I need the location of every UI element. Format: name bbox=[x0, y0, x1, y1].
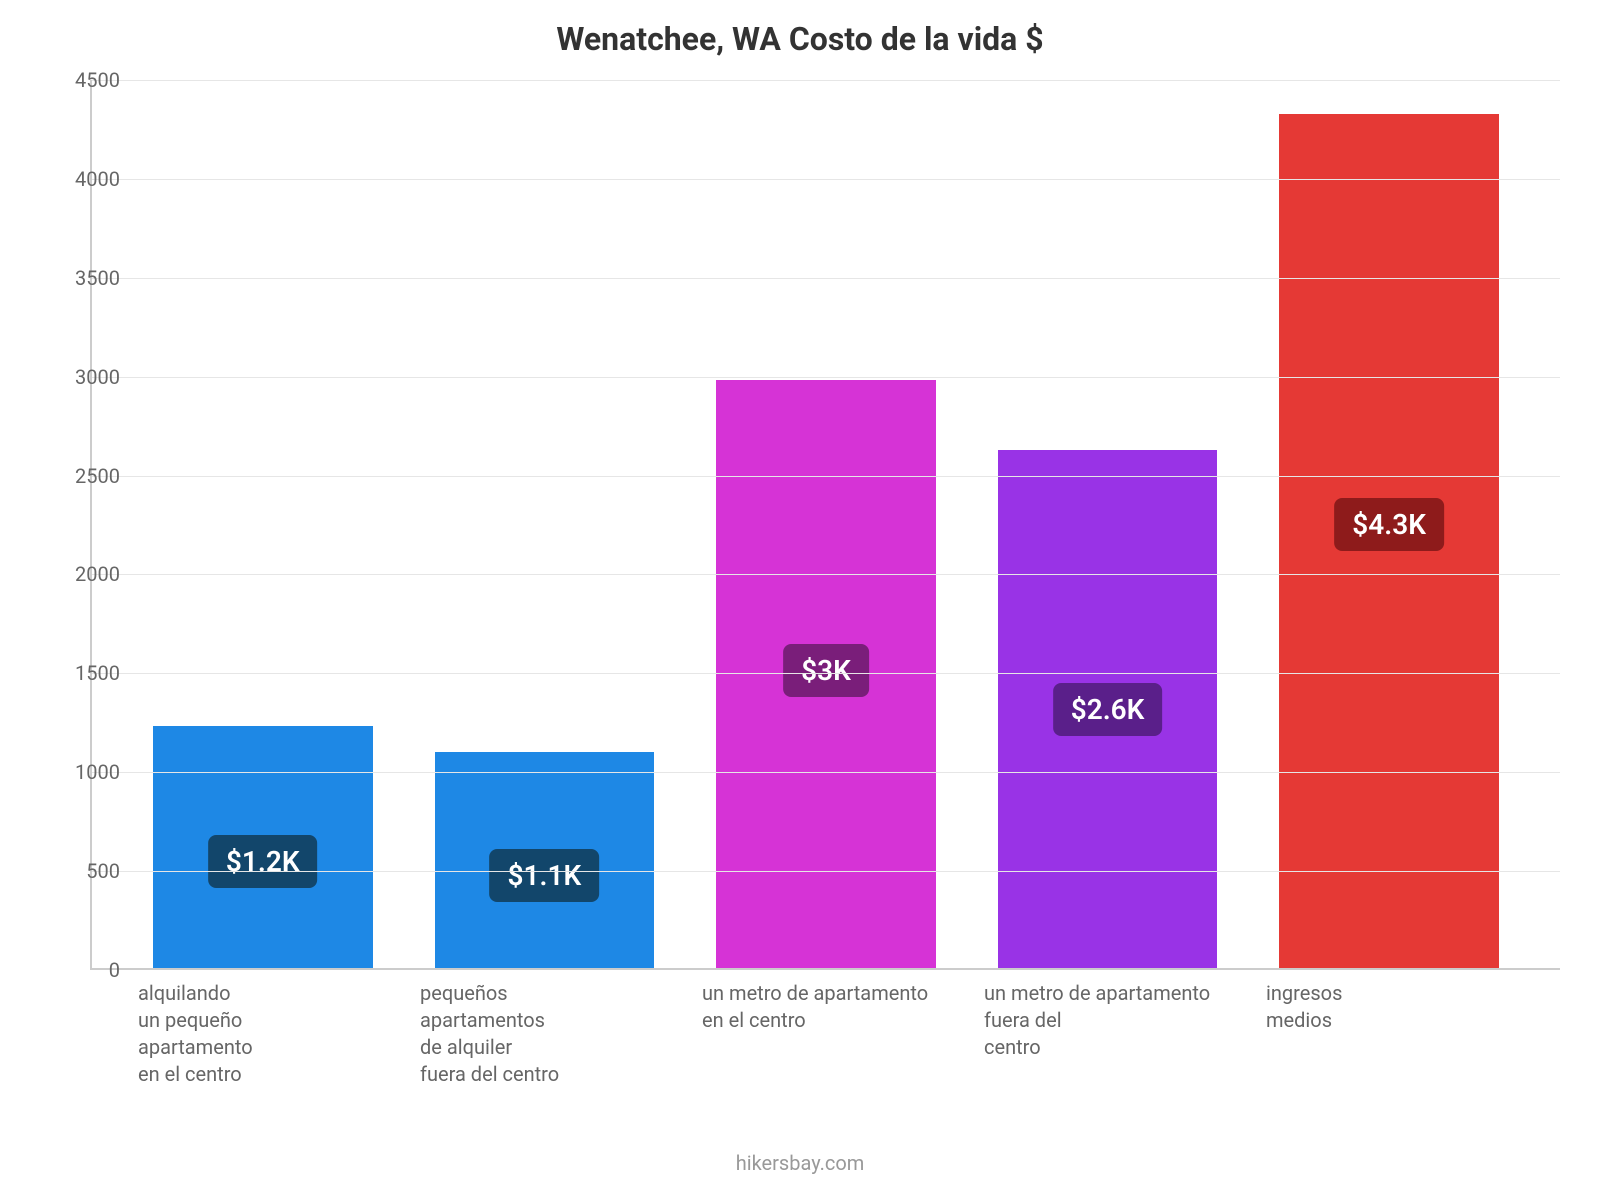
grid-line bbox=[92, 278, 1560, 279]
bars-group: $1.2K $1.1K $3K $2.6K $4.3K bbox=[92, 80, 1560, 968]
bar: $1.1K bbox=[435, 752, 655, 968]
grid-line bbox=[92, 179, 1560, 180]
grid-line bbox=[92, 871, 1560, 872]
chart-title: Wenatchee, WA Costo de la vida $ bbox=[0, 20, 1600, 58]
bar-value-badge: $1.1K bbox=[490, 849, 600, 902]
grid-line bbox=[92, 377, 1560, 378]
y-tick-label: 1000 bbox=[50, 760, 120, 784]
chart-footer: hikersbay.com bbox=[0, 1151, 1600, 1175]
bar-value-badge: $1.2K bbox=[208, 835, 318, 888]
chart-container: Wenatchee, WA Costo de la vida $ $1.2K$1… bbox=[0, 0, 1600, 1200]
x-axis-label: ingresos medios bbox=[1248, 980, 1530, 1088]
bar: $1.2K bbox=[153, 726, 373, 968]
x-axis-label: pequeños apartamentos de alquiler fuera … bbox=[402, 980, 684, 1088]
bar-slot: $4.3K bbox=[1248, 114, 1530, 968]
x-axis-label: un metro de apartamento en el centro bbox=[684, 980, 966, 1088]
y-tick-label: 2500 bbox=[50, 464, 120, 488]
y-tick-label: 3000 bbox=[50, 365, 120, 389]
y-tick-label: 3500 bbox=[50, 266, 120, 290]
x-axis-labels: alquilando un pequeño apartamento en el … bbox=[90, 980, 1560, 1088]
grid-line bbox=[92, 673, 1560, 674]
bar-value-badge: $3K bbox=[783, 644, 869, 697]
y-tick-label: 4000 bbox=[50, 167, 120, 191]
x-axis-label: alquilando un pequeño apartamento en el … bbox=[120, 980, 402, 1088]
grid-line bbox=[92, 476, 1560, 477]
grid-line bbox=[92, 574, 1560, 575]
bar-value-badge: $4.3K bbox=[1334, 498, 1444, 551]
y-tick-label: 0 bbox=[50, 958, 120, 982]
y-tick-label: 500 bbox=[50, 859, 120, 883]
bar: $2.6K bbox=[998, 450, 1218, 968]
grid-line bbox=[92, 80, 1560, 81]
y-tick-label: 1500 bbox=[50, 661, 120, 685]
grid-line bbox=[92, 772, 1560, 773]
bar-slot: $1.2K bbox=[122, 726, 404, 968]
x-axis-label: un metro de apartamento fuera del centro bbox=[966, 980, 1248, 1088]
y-tick-label: 4500 bbox=[50, 68, 120, 92]
bar-slot: $2.6K bbox=[967, 450, 1249, 968]
bar-slot: $1.1K bbox=[404, 752, 686, 968]
y-tick-label: 2000 bbox=[50, 562, 120, 586]
plot-area: $1.2K $1.1K $3K $2.6K $4.3K bbox=[90, 80, 1560, 970]
bar: $4.3K bbox=[1279, 114, 1499, 968]
bar-value-badge: $2.6K bbox=[1053, 683, 1163, 736]
